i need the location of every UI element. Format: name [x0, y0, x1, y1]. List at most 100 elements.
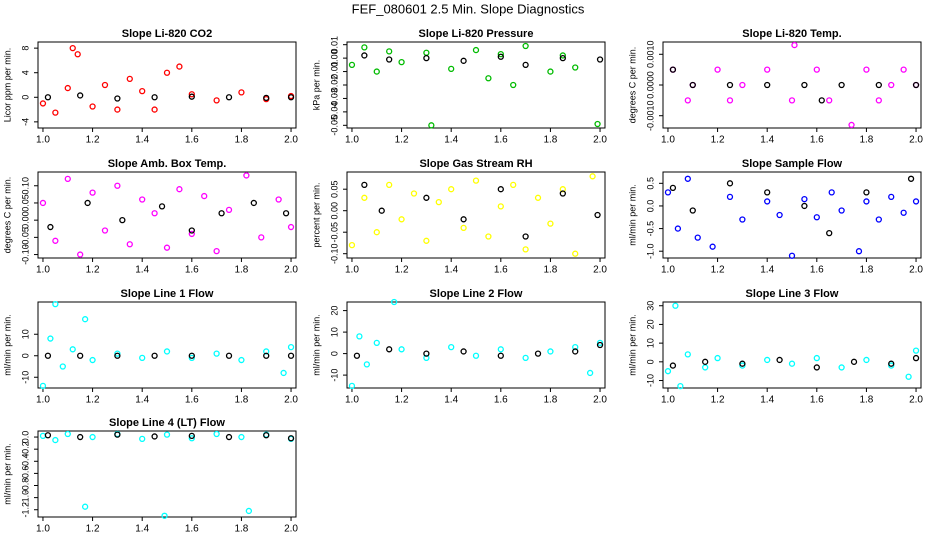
point: [888, 193, 895, 201]
chart-title: Slope Sample Flow: [742, 158, 843, 170]
point: [801, 196, 808, 203]
point: [472, 46, 480, 54]
point: [245, 507, 253, 515]
point: [188, 91, 195, 98]
point: [373, 339, 380, 347]
x-tick-label: 1.4: [760, 135, 774, 146]
y-tick-label: -0.03: [329, 88, 339, 109]
point: [684, 175, 691, 182]
point: [361, 181, 368, 189]
x-tick-label: 1.6: [185, 395, 199, 406]
point: [238, 89, 245, 96]
point: [263, 352, 270, 359]
point: [250, 199, 257, 207]
y-axis-label: ml/min per min.: [627, 184, 637, 246]
point: [764, 189, 771, 196]
y-axis-label: percent per min.: [311, 182, 321, 247]
point: [838, 207, 845, 214]
point: [69, 346, 76, 353]
chart-title: Slope Amb. Box Temp.: [108, 158, 227, 170]
point: [497, 346, 504, 353]
y-axis-label: ml/min per min.: [2, 314, 12, 376]
x-tick-label: 1.0: [661, 265, 675, 276]
point: [497, 203, 504, 210]
x-tick-label: 1.4: [135, 135, 149, 146]
y-tick-label: -0.10: [20, 244, 30, 265]
point: [684, 97, 691, 104]
y-tick-label: 20: [645, 319, 655, 329]
x-tick-label: 1.6: [810, 135, 824, 146]
x-tick-label: 1.6: [185, 135, 199, 146]
point: [188, 230, 195, 238]
point: [497, 352, 504, 359]
point: [863, 356, 870, 364]
x-tick-label: 1.4: [135, 265, 149, 276]
y-axis-label: kPa per min.: [311, 60, 321, 111]
point: [522, 354, 529, 362]
point: [361, 52, 368, 59]
x-tick-label: 1.4: [760, 265, 774, 276]
point: [188, 435, 195, 442]
point: [151, 94, 158, 101]
point: [348, 241, 356, 249]
point: [386, 181, 393, 189]
y-tick-label: 0: [329, 351, 339, 356]
point: [907, 175, 915, 182]
point: [163, 69, 171, 76]
point: [485, 75, 492, 82]
point: [826, 229, 833, 237]
point: [813, 354, 820, 362]
point: [875, 216, 882, 223]
point: [776, 211, 783, 219]
point: [213, 350, 220, 357]
point: [114, 352, 121, 359]
point: [263, 348, 270, 355]
point: [669, 362, 677, 369]
point: [353, 352, 361, 359]
point: [44, 432, 52, 439]
point: [151, 433, 158, 440]
point: [363, 361, 370, 368]
point: [547, 348, 554, 355]
point: [448, 343, 455, 351]
point: [89, 356, 96, 364]
y-tick-label: -10: [645, 374, 655, 387]
point: [510, 81, 517, 89]
chart-title: Slope Line 2 Flow: [430, 288, 523, 300]
point: [435, 198, 442, 206]
y-tick-label: 0.0: [645, 200, 655, 213]
point: [386, 56, 393, 63]
point: [912, 81, 920, 89]
point: [201, 192, 208, 200]
point: [176, 186, 183, 193]
point: [398, 346, 405, 353]
point: [788, 360, 796, 367]
point: [900, 209, 907, 216]
x-tick-label: 1.8: [859, 135, 873, 146]
point: [119, 217, 126, 224]
x-tick-label: 1.0: [345, 395, 359, 406]
x-tick-label: 1.2: [395, 395, 409, 406]
point: [213, 247, 220, 255]
y-tick-label: 0.0000: [645, 71, 655, 99]
y-tick-label: -1.0: [645, 243, 655, 259]
point: [801, 81, 808, 89]
x-tick-label: 1.6: [494, 265, 508, 276]
x-tick-label: 1.0: [36, 524, 50, 535]
point: [114, 350, 121, 357]
point: [69, 44, 76, 52]
point: [139, 435, 146, 443]
x-tick-label: 2.0: [593, 265, 607, 276]
point: [163, 348, 171, 355]
point: [378, 207, 385, 214]
point: [243, 172, 250, 179]
y-tick-label: 0.00: [20, 211, 30, 229]
y-tick-label: 0.5: [645, 177, 655, 190]
point: [151, 210, 158, 217]
point: [74, 51, 81, 58]
y-tick-label: -0.0010: [645, 100, 655, 131]
point: [188, 352, 195, 359]
point: [510, 181, 517, 189]
point: [114, 95, 121, 102]
point: [423, 194, 430, 201]
